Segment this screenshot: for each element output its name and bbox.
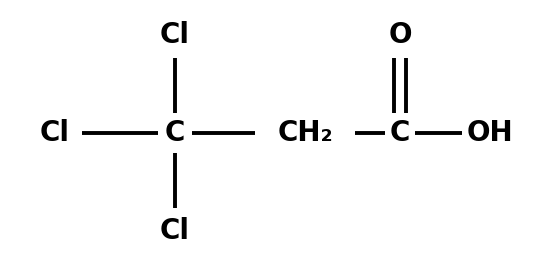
Text: C: C [390,119,410,147]
Text: CH₂: CH₂ [277,119,333,147]
Text: O: O [388,21,412,49]
Text: OH: OH [467,119,514,147]
Text: Cl: Cl [40,119,70,147]
Text: Cl: Cl [160,217,190,245]
Text: C: C [165,119,185,147]
Text: Cl: Cl [160,21,190,49]
